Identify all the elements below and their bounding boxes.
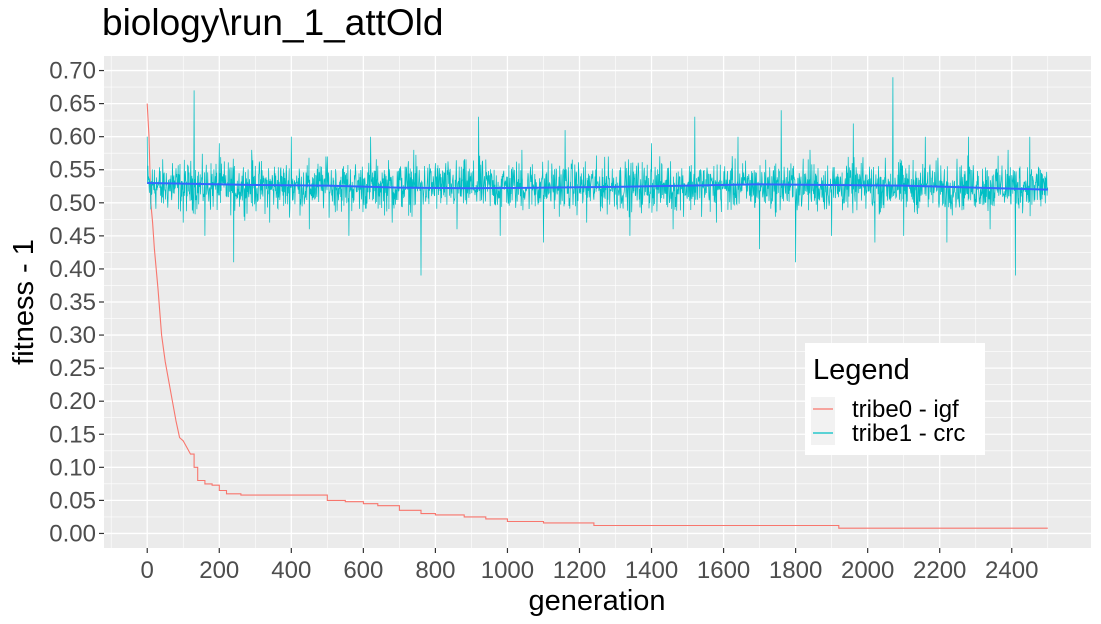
x-tick-label: 800 [415,557,455,584]
legend-label: tribe0 - igf [852,396,959,423]
y-tick-label: 0.20 [49,388,96,415]
y-axis: 0.00 0.05 0.10 0.15 0.20 0.25 0.30 0.35 0.40 0.45… [49,58,104,547]
y-tick-label: 0.40 [49,256,96,283]
x-tick-label: 1800 [769,557,822,584]
y-tick-label: 0.55 [49,157,96,184]
legend-label: tribe1 - crc [852,420,965,447]
y-tick-label: 0.10 [49,454,96,481]
x-tick-label: 1200 [553,557,606,584]
y-tick-label: 0.35 [49,289,96,316]
y-tick-label: 0.15 [49,421,96,448]
x-tick-label: 400 [271,557,311,584]
y-tick-label: 0.60 [49,124,96,151]
y-axis-title: fitness - 1 [8,239,40,365]
y-tick-label: 0.30 [49,322,96,349]
x-axis: 0 200 400 600 800 1000 1200 1400 1600 1800 2000 220… [141,548,1038,584]
x-axis-title: generation [528,585,665,617]
series-trend [147,182,1048,191]
x-tick-label: 2000 [841,557,894,584]
y-tick-label: 0.65 [49,91,96,118]
legend-title: Legend [813,354,910,386]
x-tick-label: 2200 [913,557,966,584]
y-tick-label: 0.00 [49,520,96,547]
x-tick-label: 600 [343,557,383,584]
y-tick-label: 0.70 [49,58,96,85]
series-tribe0-igf [146,103,1048,529]
y-tick-label: 0.05 [49,487,96,514]
y-tick-label: 0.50 [49,190,96,217]
series-layer [146,77,1049,529]
x-tick-label: 200 [199,557,239,584]
x-tick-label: 0 [141,557,154,584]
x-tick-label: 1000 [481,557,534,584]
chart-title: biology\run_1_attOld [102,2,444,43]
x-tick-label: 1600 [697,557,750,584]
y-tick-label: 0.45 [49,223,96,250]
y-tick-label: 0.25 [49,355,96,382]
x-tick-label: 1400 [625,557,678,584]
x-tick-label: 2400 [985,557,1038,584]
